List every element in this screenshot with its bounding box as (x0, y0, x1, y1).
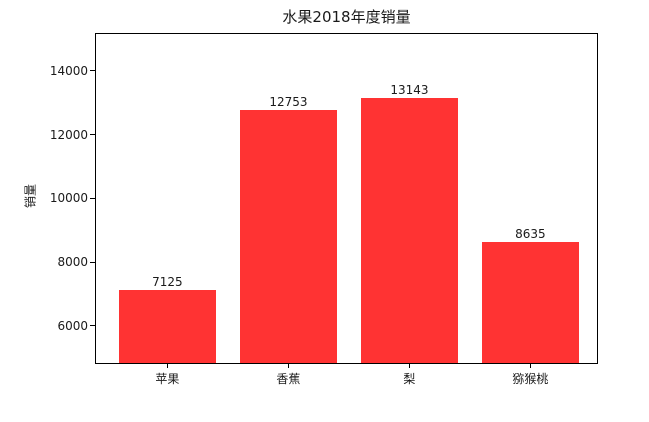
bar-value-label: 7125 (152, 275, 183, 290)
plot-area: 6000 8000 10000 12000 14000 7125 苹果 12753 香蕉 1314… (50, 33, 598, 386)
bar-苹果 (118, 290, 216, 363)
x-tick-label: 猕猴桃 (512, 372, 549, 386)
y-tick-mark (90, 134, 95, 136)
bar-梨 (361, 98, 458, 363)
bar-value-label: 12753 (269, 95, 308, 110)
y-tick-label: 12000 (49, 127, 88, 142)
bar-value-label: 13143 (390, 83, 429, 98)
y-tick-label: 10000 (49, 191, 88, 206)
x-tick-mark (408, 363, 410, 368)
y-tick-mark (90, 325, 95, 327)
x-tick-label: 梨 (403, 372, 416, 386)
x-tick-mark (287, 363, 289, 368)
bar-香蕉 (240, 110, 337, 363)
x-tick-mark (529, 363, 531, 368)
y-tick-label: 14000 (49, 63, 88, 78)
x-tick-mark (166, 363, 168, 368)
y-tick-label: 8000 (57, 255, 88, 270)
y-tick-mark (90, 70, 95, 72)
bar-猕猴桃 (482, 241, 579, 363)
y-tick-label: 6000 (57, 318, 88, 333)
bar-value-label: 8635 (515, 226, 546, 241)
x-tick-label: 苹果 (155, 372, 180, 386)
chart-title: 水果2018年度销量 (282, 8, 411, 26)
y-tick-mark (90, 197, 95, 199)
y-tick-mark (90, 261, 95, 263)
x-tick-label: 香蕉 (276, 372, 301, 386)
